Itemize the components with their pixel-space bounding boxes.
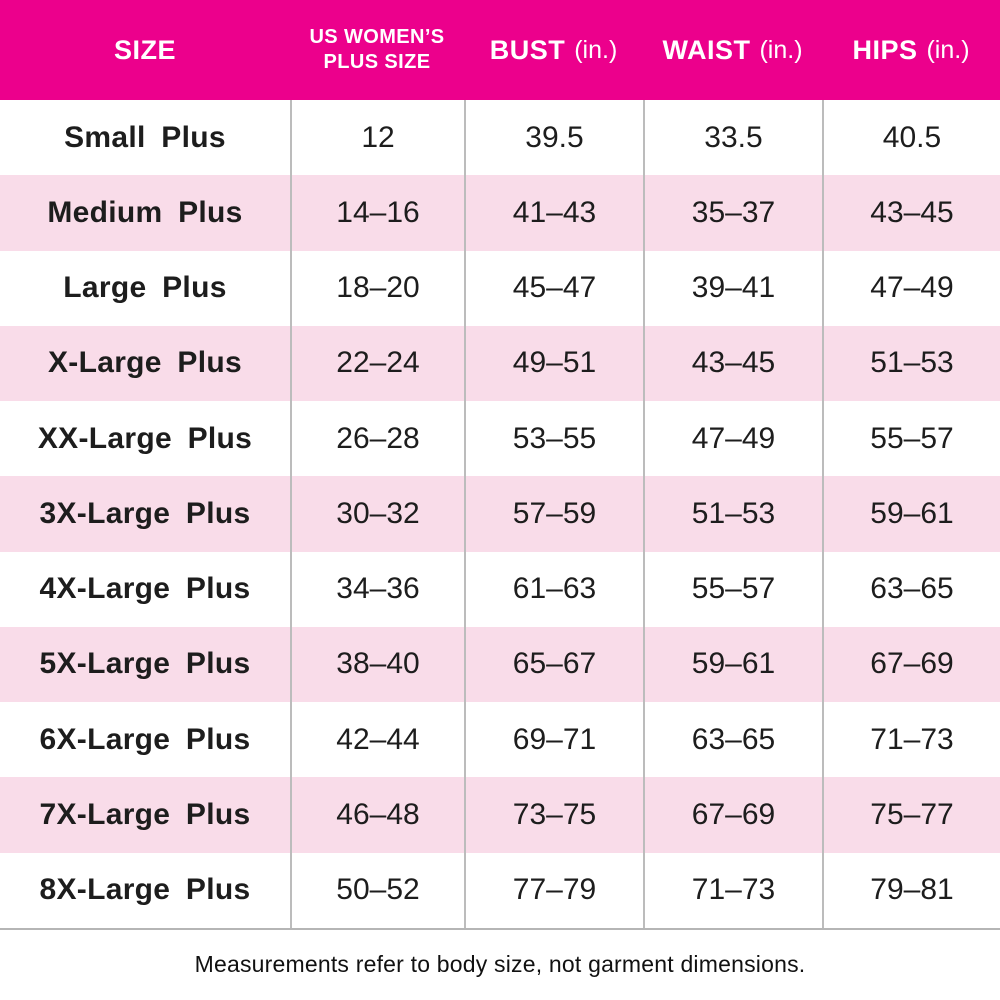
size-name-cell: XX-Large Plus <box>37 421 253 455</box>
hips-cell: 79–81 <box>822 852 1000 928</box>
bust-cell: 39.5 <box>464 100 643 176</box>
table-row-8x-large-plus: 8X-Large Plus 50–52 77–79 71–73 79–81 <box>0 852 1000 928</box>
column-header-us-womens-plus-size: US WOMEN’S PLUS SIZE <box>290 0 464 100</box>
table-row-small-plus: Small Plus 12 39.5 33.5 40.5 <box>0 100 1000 176</box>
column-header-hips: HIPS (in.) <box>822 0 1000 100</box>
hips-cell: 71–73 <box>822 702 1000 778</box>
hips-cell: 55–57 <box>822 401 1000 477</box>
bust-cell: 61–63 <box>464 551 643 627</box>
hips-cell: 75–77 <box>822 777 1000 853</box>
hips-cell: 63–65 <box>822 551 1000 627</box>
waist-cell: 35–37 <box>643 175 822 251</box>
waist-cell: 59–61 <box>643 626 822 703</box>
table-row-xx-large-plus: XX-Large Plus 26–28 53–55 47–49 55–57 <box>0 401 1000 477</box>
waist-cell: 63–65 <box>643 702 822 778</box>
us-size-cell: 14–16 <box>290 175 464 251</box>
measurement-note: Measurements refer to body size, not gar… <box>194 951 806 978</box>
table-row-large-plus: Large Plus 18–20 45–47 39–41 47–49 <box>0 250 1000 326</box>
column-header-waist: WAIST (in.) <box>643 0 822 100</box>
us-size-cell: 38–40 <box>290 626 464 703</box>
us-size-cell: 42–44 <box>290 702 464 778</box>
table-body: Small Plus 12 39.5 33.5 40.5 Medium Plus… <box>0 100 1000 930</box>
size-name-cell: 6X-Large Plus <box>39 722 251 756</box>
column-header-size: SIZE <box>0 0 290 100</box>
waist-cell: 39–41 <box>643 250 822 326</box>
us-size-cell: 26–28 <box>290 401 464 477</box>
bust-cell: 57–59 <box>464 476 643 552</box>
hips-cell: 67–69 <box>822 626 1000 703</box>
us-size-cell: 12 <box>290 100 464 176</box>
hips-cell: 51–53 <box>822 325 1000 402</box>
size-name-cell: Small Plus <box>64 120 226 154</box>
bust-cell: 73–75 <box>464 777 643 853</box>
hips-cell: 47–49 <box>822 250 1000 326</box>
table-row-5x-large-plus: 5X-Large Plus 38–40 65–67 59–61 67–69 <box>0 626 1000 703</box>
us-size-cell: 22–24 <box>290 325 464 402</box>
waist-cell: 67–69 <box>643 777 822 853</box>
column-header-unit: (in.) <box>926 35 970 64</box>
size-name-cell: 3X-Large Plus <box>39 496 251 530</box>
column-header-label: WAIST <box>662 34 751 65</box>
hips-cell: 40.5 <box>822 100 1000 176</box>
us-size-cell: 18–20 <box>290 250 464 326</box>
table-row-3x-large-plus: 3X-Large Plus 30–32 57–59 51–53 59–61 <box>0 476 1000 552</box>
waist-cell: 47–49 <box>643 401 822 477</box>
waist-cell: 33.5 <box>643 100 822 176</box>
size-name-cell: Large Plus <box>63 271 227 305</box>
column-header-unit: (in.) <box>574 35 618 64</box>
table-row-4x-large-plus: 4X-Large Plus 34–36 61–63 55–57 63–65 <box>0 551 1000 627</box>
bust-cell: 69–71 <box>464 702 643 778</box>
bust-cell: 65–67 <box>464 626 643 703</box>
us-size-cell: 46–48 <box>290 777 464 853</box>
size-name-cell: X-Large Plus <box>48 346 242 380</box>
bust-cell: 77–79 <box>464 852 643 928</box>
hips-cell: 59–61 <box>822 476 1000 552</box>
us-size-cell: 30–32 <box>290 476 464 552</box>
table-row-x-large-plus: X-Large Plus 22–24 49–51 43–45 51–53 <box>0 325 1000 402</box>
column-header-label: SIZE <box>113 34 176 65</box>
table-row-medium-plus: Medium Plus 14–16 41–43 35–37 43–45 <box>0 175 1000 251</box>
hips-cell: 43–45 <box>822 175 1000 251</box>
size-name-cell: 8X-Large Plus <box>39 873 251 907</box>
column-header-label: US WOMEN’S PLUS SIZE <box>309 26 445 73</box>
table-row-7x-large-plus: 7X-Large Plus 46–48 73–75 67–69 75–77 <box>0 777 1000 853</box>
waist-cell: 71–73 <box>643 852 822 928</box>
waist-cell: 51–53 <box>643 476 822 552</box>
table-header-row: SIZE US WOMEN’S PLUS SIZE BUST (in.) WAI… <box>0 0 1000 100</box>
size-name-cell: Medium Plus <box>47 195 243 229</box>
column-header-bust: BUST (in.) <box>464 0 643 100</box>
column-header-unit: (in.) <box>759 35 803 64</box>
column-header-label: HIPS <box>852 34 918 65</box>
us-size-cell: 34–36 <box>290 551 464 627</box>
footer: Measurements refer to body size, not gar… <box>0 930 1000 1000</box>
size-name-cell: 5X-Large Plus <box>39 647 251 681</box>
us-size-cell: 50–52 <box>290 852 464 928</box>
bust-cell: 45–47 <box>464 250 643 326</box>
bust-cell: 53–55 <box>464 401 643 477</box>
column-header-label: BUST <box>489 34 566 65</box>
bust-cell: 49–51 <box>464 325 643 402</box>
size-name-cell: 7X-Large Plus <box>39 798 251 832</box>
waist-cell: 43–45 <box>643 325 822 402</box>
waist-cell: 55–57 <box>643 551 822 627</box>
table-row-6x-large-plus: 6X-Large Plus 42–44 69–71 63–65 71–73 <box>0 702 1000 778</box>
bust-cell: 41–43 <box>464 175 643 251</box>
size-name-cell: 4X-Large Plus <box>39 572 251 606</box>
